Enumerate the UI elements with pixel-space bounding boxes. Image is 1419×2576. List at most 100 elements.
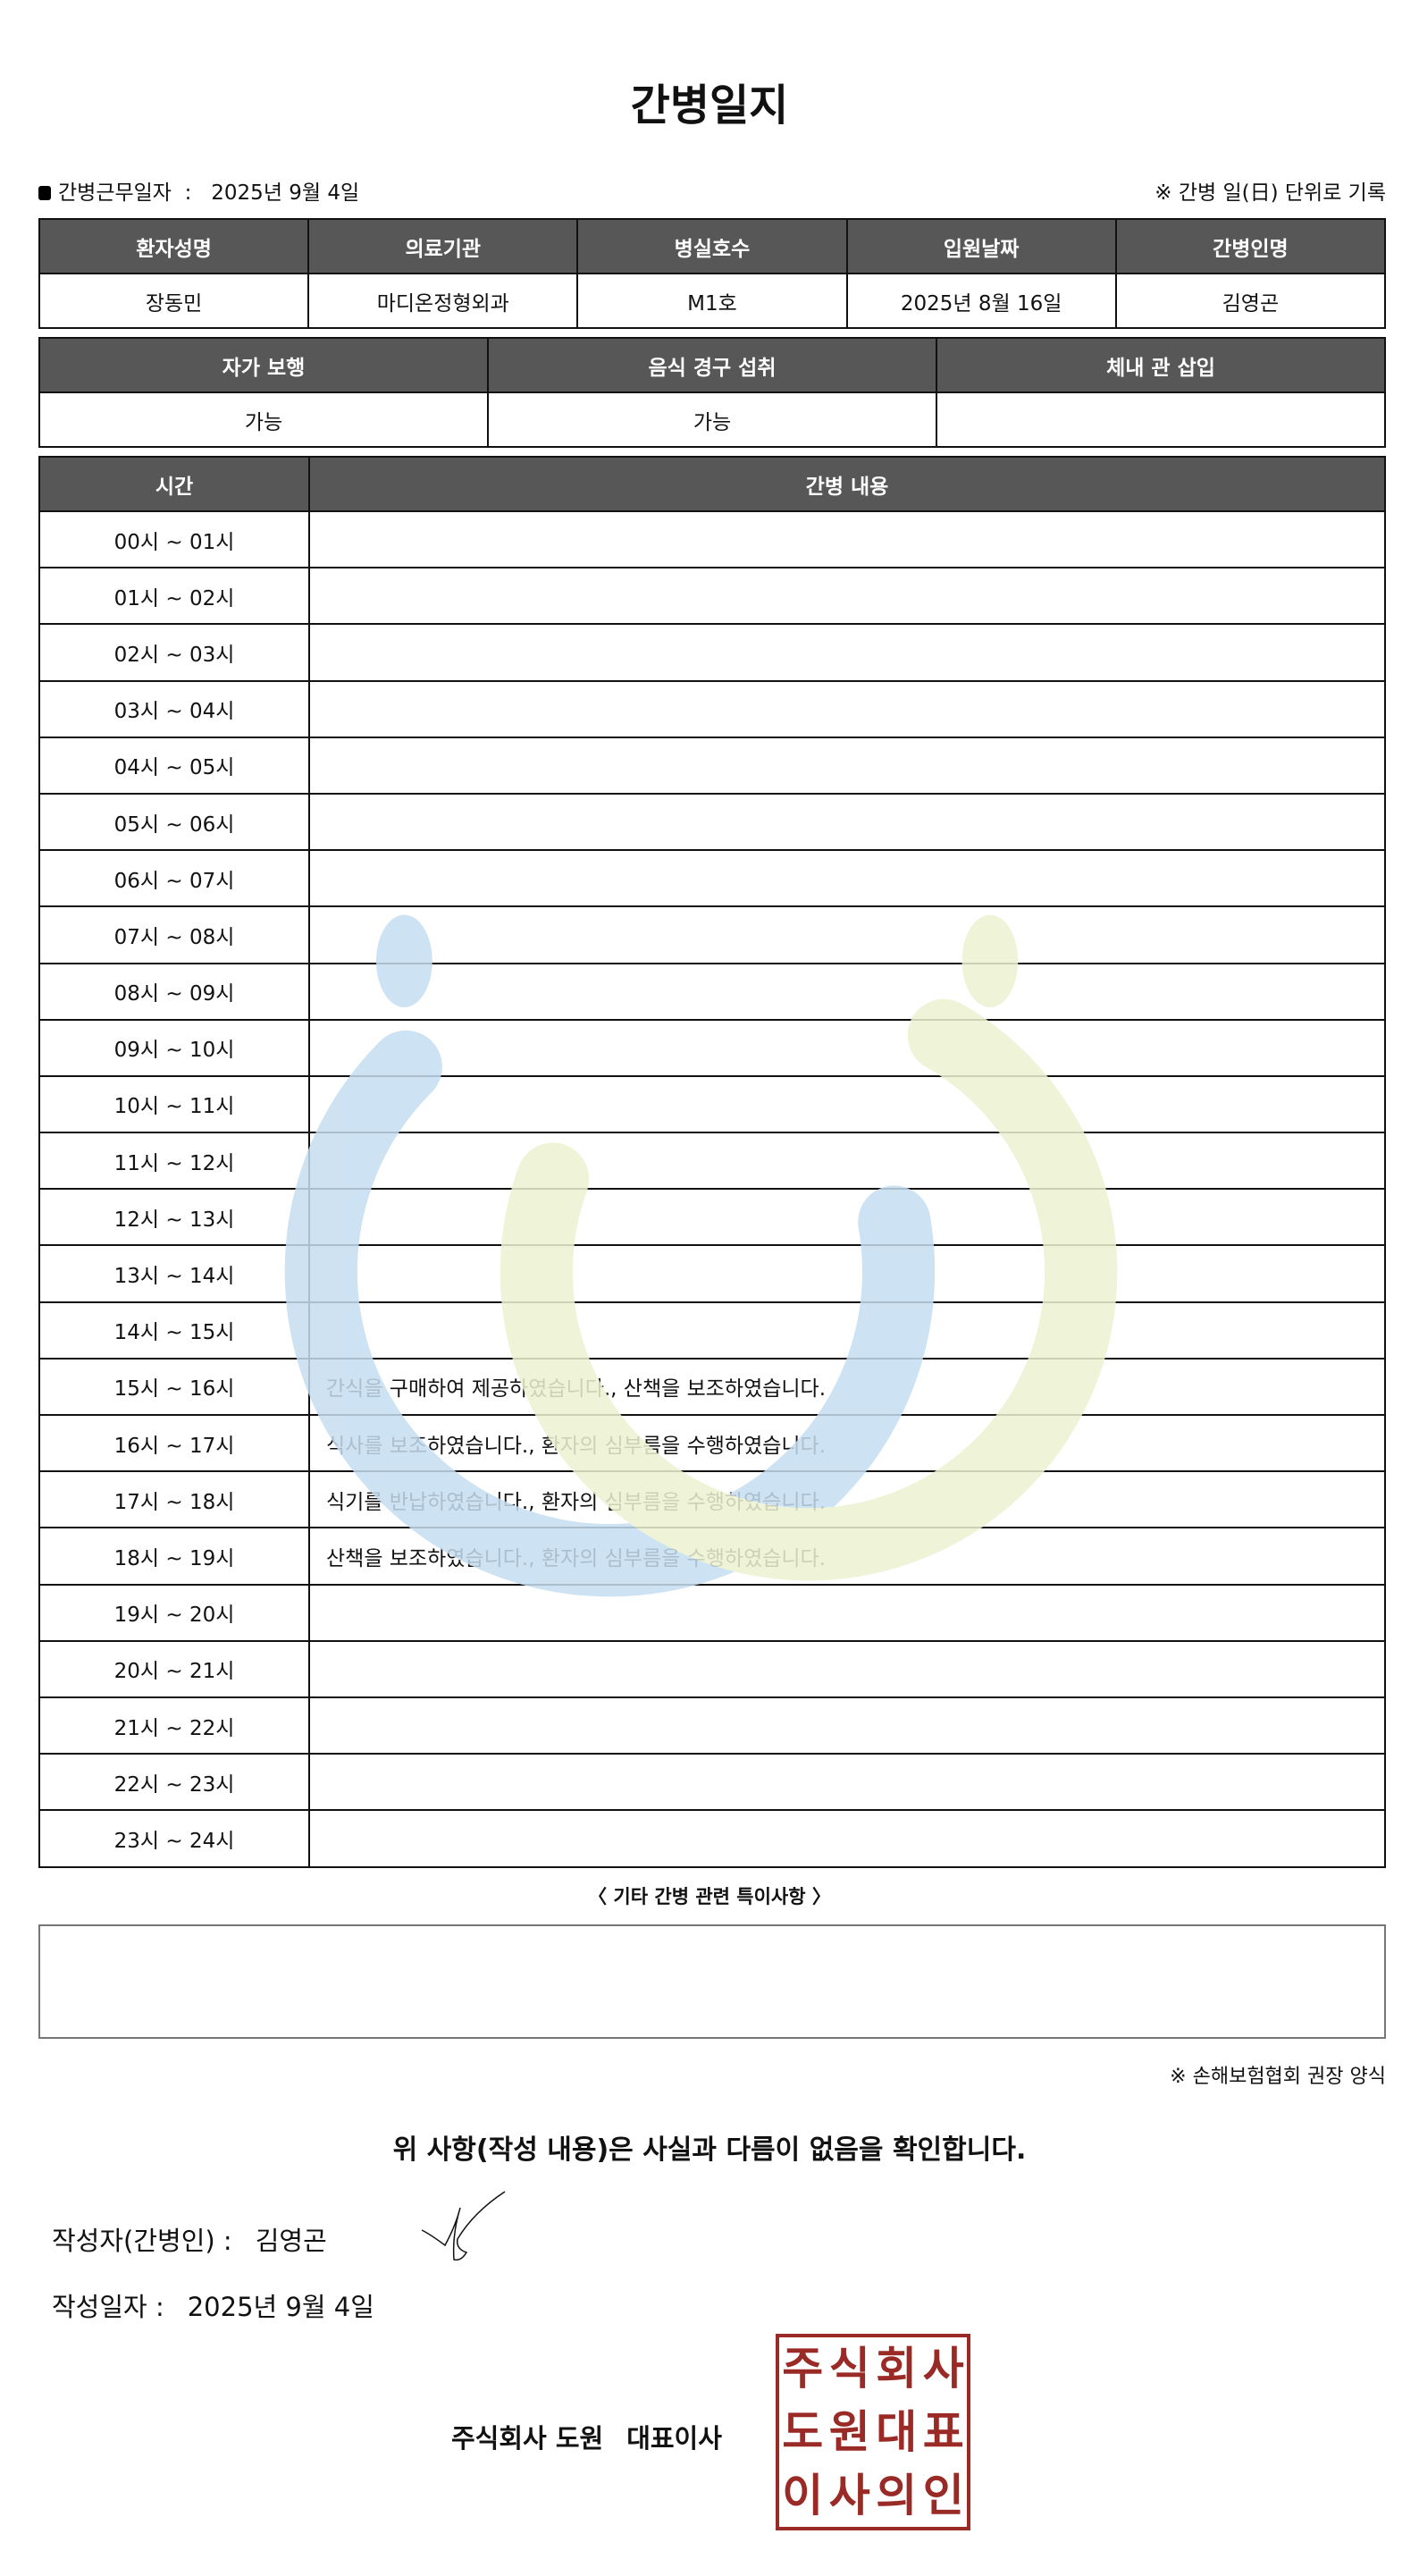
write-date-value: 2025년 9월 4일 [187,2292,374,2322]
care-content-cell [308,792,1386,852]
company-name: 주식회사 도원 [451,2423,604,2454]
stamp-character: 인 [922,2469,964,2521]
header-cell: 간병 내용 [308,456,1386,512]
care-content-cell [308,1074,1386,1134]
care-content-cell [308,567,1386,626]
care-content-cell [308,1696,1386,1755]
care-content-cell [308,1188,1386,1247]
walking-status: 가능 [38,391,489,448]
record-note: ※ 간병 일(日) 단위로 기록 [1155,181,1386,205]
care-content-cell [308,1809,1386,1868]
time-cell: 15시 ~ 16시 [38,1357,310,1417]
company-line: 주식회사 도원 대표이사 [451,2418,722,2455]
time-cell: 11시 ~ 12시 [38,1132,310,1191]
writer-label: 작성자(간병인) : [52,2226,232,2256]
stamp-character: 사 [922,2343,964,2395]
patient-name: 장동민 [38,273,310,329]
table-row: 15시 ~ 16시 간식을 구매하여 제공하였습니다., 산책을 보조하였습니다. [38,1357,1386,1417]
care-content-cell [308,962,1386,1021]
table-row: 03시 ~ 04시 [38,679,1386,738]
stamp-character: 대 [876,2405,918,2458]
time-cell: 13시 ~ 14시 [38,1244,310,1303]
time-cell: 04시 ~ 05시 [38,736,310,795]
notes-label: 〈 기타 간병 관련 특이사항 〉 [588,1886,831,1907]
table-row: 23시 ~ 24시 [38,1809,1386,1868]
confirm-statement: 위 사항(작성 내용)은 사실과 다름이 없음을 확인합니다. [392,2134,1027,2166]
time-cell: 01시 ~ 02시 [38,567,310,626]
care-content-cell: 산책을 보조하였습니다., 환자의 심부름을 수행하였습니다. [308,1527,1386,1586]
time-cell: 17시 ~ 18시 [38,1470,310,1529]
work-date-value: 2025년 9월 4일 [211,181,360,205]
table-row: 12시 ~ 13시 [38,1188,1386,1247]
table-row: 04시 ~ 05시 [38,736,1386,795]
write-date-line: 작성일자 : 2025년 9월 4일 [52,2286,374,2324]
time-cell: 10시 ~ 11시 [38,1074,310,1134]
table-row: 19시 ~ 20시 [38,1583,1386,1642]
stamp-character: 의 [876,2469,918,2521]
room-number: M1호 [576,273,848,329]
bullet-icon [38,186,51,200]
time-cell: 14시 ~ 15시 [38,1301,310,1360]
care-content-cell [308,509,1386,569]
table-row: 18시 ~ 19시 산책을 보조하였습니다., 환자의 심부름을 수행하였습니다. [38,1527,1386,1586]
stamp-character: 표 [922,2405,964,2458]
care-content-cell [308,1301,1386,1360]
header-cell: 간병인명 [1114,218,1387,274]
table-row: 05시 ~ 06시 [38,792,1386,852]
care-content-cell [308,736,1386,795]
time-cell: 21시 ~ 22시 [38,1696,310,1755]
time-cell: 03시 ~ 04시 [38,679,310,738]
time-cell: 00시 ~ 01시 [38,509,310,569]
care-content-cell [308,1753,1386,1812]
header-cell: 시간 [38,456,310,512]
admission-date: 2025년 8월 16일 [845,273,1117,329]
patient-status-table: 자가 보행 음식 경구 섭취 체내 관 삽입 가능 가능 [38,337,1386,448]
table-row: 07시 ~ 08시 [38,905,1386,964]
writer-name: 김영곤 [255,2226,327,2256]
stamp-character: 원 [828,2405,870,2458]
stamp-character: 도 [782,2405,824,2458]
header-cell: 입원날짜 [845,218,1117,274]
table-row: 13시 ~ 14시 [38,1244,1386,1303]
care-content-cell [308,679,1386,738]
table-row: 00시 ~ 01시 [38,509,1386,569]
header-cell: 체내 관 삽입 [936,337,1386,393]
table-row: 01시 ~ 02시 [38,567,1386,626]
care-content-cell [308,849,1386,908]
caregiver-name: 김영곤 [1114,273,1387,329]
write-date-label: 작성일자 : [52,2292,164,2322]
time-cell: 08시 ~ 09시 [38,962,310,1021]
care-content-cell: 식사를 보조하였습니다., 환자의 심부름을 수행하였습니다. [308,1413,1386,1473]
header-cell: 음식 경구 섭취 [487,337,937,393]
stamp-character: 사 [828,2469,870,2521]
time-cell: 05시 ~ 06시 [38,792,310,852]
table-row: 20시 ~ 21시 [38,1639,1386,1698]
table-row: 21시 ~ 22시 [38,1696,1386,1755]
time-cell: 20시 ~ 21시 [38,1639,310,1698]
time-cell: 19시 ~ 20시 [38,1583,310,1642]
form-note: ※ 손해보험협회 권장 양식 [1170,2066,1386,2088]
table-row: 09시 ~ 10시 [38,1018,1386,1077]
time-cell: 18시 ~ 19시 [38,1527,310,1586]
care-content-cell [308,1583,1386,1642]
notes-box [38,1924,1386,2039]
time-cell: 07시 ~ 08시 [38,905,310,964]
signature-image [421,2191,506,2261]
stamp-character: 주 [782,2343,824,2395]
care-content-cell: 간식을 구매하여 제공하였습니다., 산책을 보조하였습니다. [308,1357,1386,1417]
care-log-table: 시간 간병 내용 00시 ~ 01시 01시 ~ 02시 02시 ~ 03시 03시 ~… [38,456,1386,1868]
table-row: 14시 ~ 15시 [38,1301,1386,1360]
care-content-cell: 식기를 반납하였습니다., 환자의 심부름을 수행하였습니다. [308,1470,1386,1529]
patient-info-table: 환자성명 의료기관 병실호수 입원날짜 간병인명 장동민 마디온정형외과 M1호 2025년 … [38,218,1387,329]
time-cell: 16시 ~ 17시 [38,1413,310,1473]
stamp-character: 이 [782,2469,824,2521]
care-content-cell [308,1018,1386,1077]
care-content-cell [308,1639,1386,1698]
table-row: 11시 ~ 12시 [38,1132,1386,1191]
page-title: 간병일지 [630,80,789,130]
oral-intake-status: 가능 [487,391,937,448]
table-row: 06시 ~ 07시 [38,849,1386,908]
care-content-cell [308,1244,1386,1303]
header-cell: 병실호수 [576,218,848,274]
